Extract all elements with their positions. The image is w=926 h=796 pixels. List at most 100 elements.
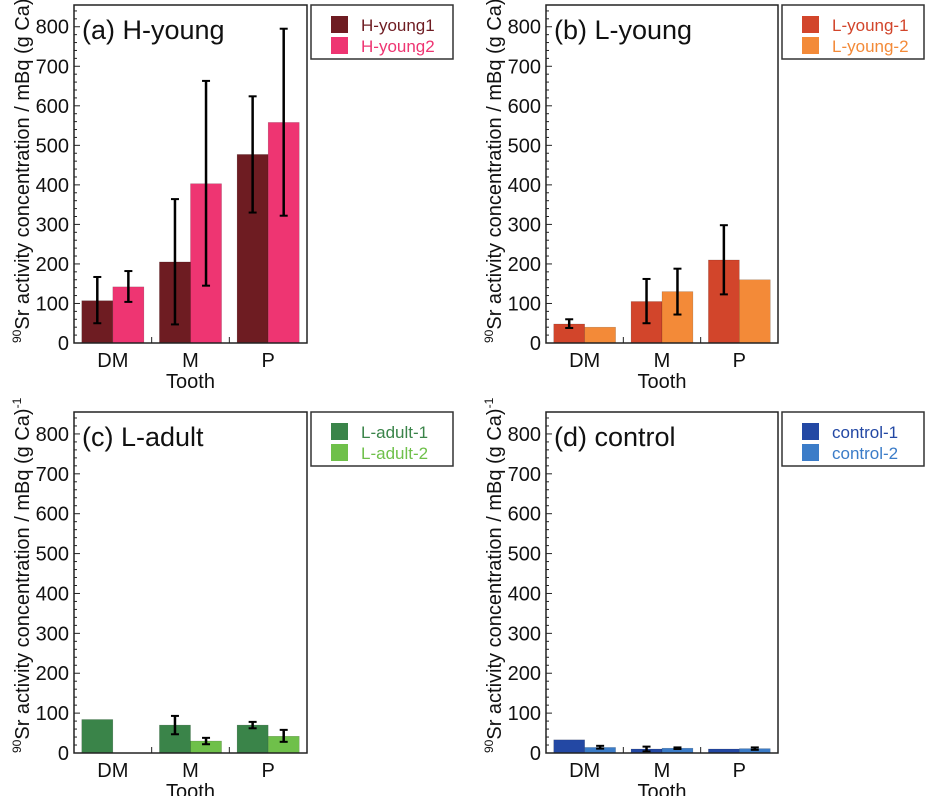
plot-frame <box>73 4 308 344</box>
y-axis-label: 90Sr activity concentration / mBq (g Ca)… <box>10 0 34 343</box>
legend-swatch <box>802 423 819 440</box>
legend: H-young1 H-young2 <box>310 4 454 60</box>
y-tick-label: 300 <box>508 623 541 645</box>
y-tick-label: 400 <box>508 175 541 197</box>
plot-frame <box>545 411 779 754</box>
panel-title: (d) control <box>554 422 676 452</box>
x-tick-label: M <box>182 760 199 782</box>
legend-label: L-young-1 <box>832 16 909 35</box>
x-tick-label: M <box>182 350 199 372</box>
y-tick-label: 0 <box>58 743 69 765</box>
legend-swatch <box>802 37 819 54</box>
y-tick-label: 400 <box>508 583 541 605</box>
y-tick-label: 200 <box>508 254 541 276</box>
y-tick-label: 0 <box>530 333 541 355</box>
y-tick-label: 200 <box>36 254 69 276</box>
y-label-superscript: 90 <box>482 739 496 753</box>
y-tick-label: 600 <box>36 504 69 526</box>
y-tick-label: 800 <box>508 17 541 39</box>
y-tick-label: 400 <box>36 583 69 605</box>
bar <box>81 719 114 754</box>
legend: L-adult-1 L-adult-2 <box>310 411 454 467</box>
x-tick-label: DM <box>97 760 128 782</box>
y-tick-label: 600 <box>508 504 541 526</box>
panel-title: (a) H-young <box>82 15 225 45</box>
x-tick-label: DM <box>569 760 600 782</box>
x-axis-label: Tooth <box>638 781 687 796</box>
y-tick-label: 800 <box>36 424 69 446</box>
y-tick-label: 600 <box>508 96 541 118</box>
y-tick-label: 300 <box>36 214 69 236</box>
y-tick-label: 100 <box>36 703 69 725</box>
y-tick-label: 0 <box>530 743 541 765</box>
y-label-exponent: -1 <box>482 397 496 408</box>
legend-swatch <box>331 444 348 461</box>
legend-label: L-adult-1 <box>361 423 428 442</box>
legend-swatch <box>331 16 348 33</box>
y-tick-label: 200 <box>508 663 541 685</box>
legend-label: H-young1 <box>361 16 435 35</box>
y-label-superscript: 90 <box>10 739 24 753</box>
chart-panel: 0 100 200 300 400 500 600 700 800 DM M P Tooth (d) co… <box>482 397 925 796</box>
chart-panel: 0 100 200 300 400 500 600 700 800 DM M P Tooth (c) L-… <box>10 397 454 796</box>
bar <box>553 739 585 754</box>
panel-title: (c) L-adult <box>82 422 204 452</box>
y-axis-label: 90Sr activity concentration / mBq (g Ca)… <box>482 397 506 753</box>
plot-frame <box>73 411 308 754</box>
legend-label: control-2 <box>832 444 898 463</box>
plot-frame <box>545 4 779 344</box>
y-tick-label: 500 <box>508 544 541 566</box>
legend-label: H-young2 <box>361 37 435 56</box>
x-axis-label: Tooth <box>638 371 687 393</box>
y-tick-label: 300 <box>508 214 541 236</box>
bar <box>584 326 616 344</box>
y-tick-label: 200 <box>36 663 69 685</box>
y-tick-label: 100 <box>36 293 69 315</box>
legend-swatch <box>802 444 819 461</box>
legend-label: L-adult-2 <box>361 444 428 463</box>
y-axis-label: 90Sr activity concentration / mBq (g Ca)… <box>482 0 506 343</box>
y-tick-label: 800 <box>36 17 69 39</box>
chart-panel: 0 100 200 300 400 500 600 700 800 DM M P Tooth (b) L-… <box>482 0 925 393</box>
panel-title: (b) L-young <box>554 15 692 45</box>
y-tick-label: 700 <box>508 464 541 486</box>
x-tick-label: P <box>261 350 274 372</box>
y-tick-label: 400 <box>36 175 69 197</box>
chart-panel: 0 100 200 300 400 500 600 700 800 DM M P Tooth (a) H-… <box>10 0 454 393</box>
y-label-text: Sr activity concentration / mBq (g Ca) <box>12 0 34 330</box>
y-label-exponent: -1 <box>10 397 24 408</box>
legend-label: L-young-2 <box>832 37 909 56</box>
x-tick-label: P <box>733 760 746 782</box>
y-tick-label: 700 <box>36 56 69 78</box>
x-tick-label: DM <box>569 350 600 372</box>
y-tick-label: 500 <box>508 135 541 157</box>
x-axis-label: Tooth <box>166 781 215 796</box>
legend-swatch <box>331 423 348 440</box>
y-label-superscript: 90 <box>10 329 24 343</box>
x-axis-label: Tooth <box>166 371 215 393</box>
y-axis-label: 90Sr activity concentration / mBq (g Ca)… <box>10 397 34 753</box>
y-tick-label: 300 <box>36 623 69 645</box>
x-tick-label: P <box>733 350 746 372</box>
y-tick-label: 100 <box>508 703 541 725</box>
legend-swatch <box>802 16 819 33</box>
y-tick-label: 500 <box>36 544 69 566</box>
x-tick-label: DM <box>97 350 128 372</box>
bar <box>739 279 771 344</box>
x-tick-label: M <box>654 350 671 372</box>
y-label-text: Sr activity concentration / mBq (g Ca) <box>484 0 506 330</box>
x-tick-label: M <box>654 760 671 782</box>
y-tick-label: 800 <box>508 424 541 446</box>
y-tick-label: 700 <box>36 464 69 486</box>
y-tick-label: 0 <box>58 333 69 355</box>
y-label-superscript: 90 <box>482 329 496 343</box>
legend: L-young-1 L-young-2 <box>781 4 925 60</box>
y-tick-label: 100 <box>508 293 541 315</box>
y-label-text: Sr activity concentration / mBq (g Ca) <box>484 408 506 739</box>
legend-swatch <box>331 37 348 54</box>
legend-label: control-1 <box>832 423 898 442</box>
legend: control-1 control-2 <box>781 411 925 467</box>
x-tick-label: P <box>261 760 274 782</box>
y-tick-label: 600 <box>36 96 69 118</box>
